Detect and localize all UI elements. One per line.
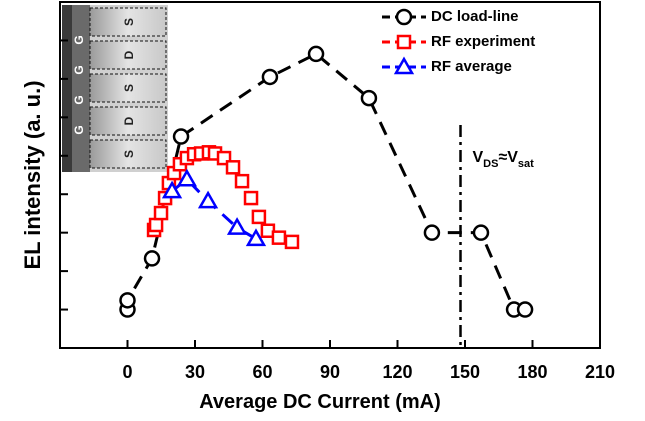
x-tick-label: 30 [185, 362, 205, 382]
marker [423, 224, 441, 241]
marker [148, 217, 164, 233]
inset-strip-label: S [122, 150, 136, 158]
annotation-part: ≈V [498, 149, 518, 166]
inset-strip-label: D [122, 116, 136, 125]
inset-strip [89, 106, 167, 136]
x-tick-label: 60 [252, 362, 272, 382]
inset-gate-label: G [72, 35, 86, 44]
marker [119, 292, 136, 309]
annotation: VDS≈Vsat [473, 149, 535, 170]
annotation-part: sat [518, 158, 534, 170]
inset-strip [89, 7, 167, 37]
marker [225, 160, 241, 175]
marker [143, 250, 161, 267]
marker [234, 173, 250, 189]
inset-gate-label: G [72, 95, 86, 104]
marker [307, 45, 325, 63]
x-axis-label: Average DC Current (mA) [199, 391, 441, 413]
marker [360, 89, 378, 107]
inset-strip [89, 40, 167, 70]
marker [197, 190, 219, 209]
marker [395, 8, 413, 26]
marker [472, 224, 490, 241]
marker [243, 190, 259, 206]
legend-label: DC load-line [431, 8, 519, 25]
marker [516, 301, 534, 318]
marker [396, 34, 412, 50]
inset-strip-label: D [122, 50, 136, 59]
marker [153, 205, 169, 221]
marker [176, 168, 198, 187]
marker [284, 234, 300, 250]
marker [172, 128, 190, 145]
inset-strip-label: S [122, 18, 136, 26]
inset-strip [89, 73, 167, 103]
inset-strip [89, 139, 167, 169]
annotation-part: V [473, 149, 484, 166]
marker [261, 68, 279, 86]
inset-strip-label: S [122, 84, 136, 92]
legend-label: RF average [431, 58, 512, 75]
x-tick-label: 120 [382, 362, 412, 382]
inset-image: S D S D S G G G G [62, 5, 168, 172]
inset-gate-label: G [72, 125, 86, 134]
x-tick-label: 210 [585, 362, 615, 382]
inset-gate-label: G [72, 65, 86, 74]
x-tick-label: 90 [320, 362, 340, 382]
marker [393, 56, 415, 75]
legend-label: RF experiment [431, 33, 535, 50]
marker [271, 230, 287, 245]
marker [251, 209, 267, 225]
x-tick-label: 0 [122, 362, 132, 382]
y-axis-label: EL intensity (a. u.) [20, 80, 45, 269]
marker [161, 180, 183, 199]
x-tick-label: 180 [517, 362, 547, 382]
x-tick-label: 150 [450, 362, 480, 382]
marker [226, 217, 248, 235]
marker [245, 228, 267, 247]
annotation-part: DS [483, 158, 498, 170]
